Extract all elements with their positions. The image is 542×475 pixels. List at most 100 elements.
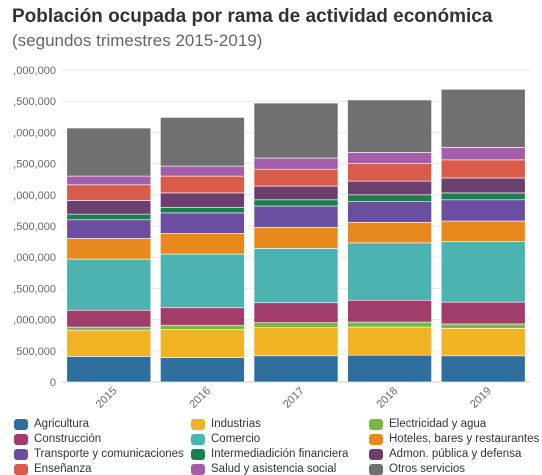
bar-segment[interactable] [160,117,245,167]
legend-item[interactable]: Construcción [14,433,101,445]
bar-segment[interactable] [253,199,339,207]
y-tick-label: ,500,000 [13,159,56,171]
y-tick-label: ,500,000 [13,96,56,108]
bar-segment[interactable] [66,326,152,331]
bar-segment[interactable] [440,147,526,161]
bar-segment[interactable] [160,165,245,177]
bar-segment[interactable] [347,201,432,223]
bar-segment[interactable] [347,354,432,383]
bar-segment[interactable] [347,242,432,301]
bar-segment[interactable] [347,326,432,356]
legend-swatch [369,463,383,475]
bar-segment[interactable] [440,159,526,179]
bar-segment[interactable] [440,199,526,222]
bar-segment[interactable] [66,175,152,186]
bar-segment[interactable] [347,180,432,196]
legend-item[interactable]: Industrias [191,418,261,430]
y-tick-label: ,000,000 [13,127,56,139]
bar-segment[interactable] [253,185,339,201]
bar-segment[interactable] [253,168,339,187]
legend-item[interactable]: Transporte y comunicaciones [14,448,184,460]
bar-segment[interactable] [160,233,245,255]
legend-item[interactable]: Agricultura [14,418,89,430]
legend-item[interactable]: Intermediadición financiera [191,448,348,460]
bar-segment[interactable] [253,355,339,383]
bar-segment[interactable] [66,238,152,260]
bar-segment[interactable] [66,258,152,311]
legend-label: Hoteles, bares y restaurantes [389,433,540,445]
legend-label: Enseñanza [34,463,92,475]
legend-swatch [14,418,28,430]
bars [66,89,526,383]
legend-label: Industrias [211,418,261,430]
bar-segment[interactable] [440,177,526,194]
bar-segment[interactable] [347,152,432,164]
y-tick-label: ,500,000 [13,283,56,295]
bar-segment[interactable] [440,355,526,383]
x-tick-label: 2015 [94,385,120,411]
legend-label: Agricultura [34,418,89,430]
bar-segment[interactable] [440,192,526,201]
bar-segment[interactable] [66,200,152,215]
bar-segment[interactable] [440,220,526,242]
bar-segment[interactable] [347,163,432,182]
bar-segment[interactable] [440,323,526,329]
y-tick-label: ,500,000 [13,221,56,233]
bar-segment[interactable] [66,329,152,357]
y-tick-label: ,000,000 [13,190,56,202]
legend-item[interactable]: Electricidad y agua [369,418,486,430]
legend-swatch [369,448,383,460]
y-axis: 0 500,000 ,000,000 ,500,000 ,000,000 ,500,000… [13,65,56,389]
bar-segment[interactable] [347,221,432,244]
bar-segment[interactable] [253,302,339,324]
bar-segment[interactable] [347,299,432,323]
bar-segment[interactable] [253,327,339,357]
legend-swatch [14,433,28,445]
legend-swatch [191,463,205,475]
legend-item[interactable]: Hoteles, bares y restaurantes [369,433,539,445]
legend-item[interactable]: Enseñanza [14,463,92,475]
x-tick-label: 2018 [375,385,401,411]
bar-segment[interactable] [347,321,432,328]
legend-label: Transporte y comunicaciones [34,448,184,460]
x-tick-label: 2019 [468,385,494,411]
bar-segment[interactable] [440,241,526,303]
bar-segment[interactable] [440,89,526,148]
legend-item[interactable]: Comercio [191,433,260,445]
legend-label: Construcción [34,433,102,445]
legend-item[interactable]: Otros servicios [369,463,465,475]
legend-label: Otros servicios [389,463,466,475]
bar-segment[interactable] [347,99,432,153]
bar-segment[interactable] [66,184,152,201]
bar-segment[interactable] [253,205,339,228]
bar-segment[interactable] [440,301,526,325]
bar-segment[interactable] [160,329,245,358]
bar-segment[interactable] [253,102,339,159]
legend-swatch [369,433,383,445]
bar-segment[interactable] [160,192,245,208]
bar-segment[interactable] [253,248,339,304]
y-tick-label: 500,000 [16,346,56,358]
chart-subtitle: (segundos trimestres 2015-2019) [12,31,263,50]
bar-segment[interactable] [66,309,152,328]
bar-segment[interactable] [66,213,152,221]
legend-item[interactable]: Admon. pública y defensa [369,448,521,460]
bar-segment[interactable] [160,357,245,383]
bar-segment[interactable] [66,127,152,177]
legend-swatch [191,418,205,430]
bar-segment[interactable] [160,324,245,330]
bar-segment[interactable] [347,194,432,202]
bar-segment[interactable] [160,206,245,214]
bar-segment[interactable] [160,307,245,326]
bar-segment[interactable] [440,328,526,357]
bar-segment[interactable] [253,226,339,249]
bar-segment[interactable] [160,175,245,194]
legend-item[interactable]: Salud y asistencia social [191,463,336,475]
bar-segment[interactable] [160,253,245,309]
bar-segment[interactable] [66,219,152,239]
bar-segment[interactable] [66,356,152,383]
legend-label: Intermediadición financiera [211,448,349,460]
bar-segment[interactable] [253,322,339,329]
bar-segment[interactable] [160,212,245,234]
bar-segment[interactable] [253,157,339,170]
